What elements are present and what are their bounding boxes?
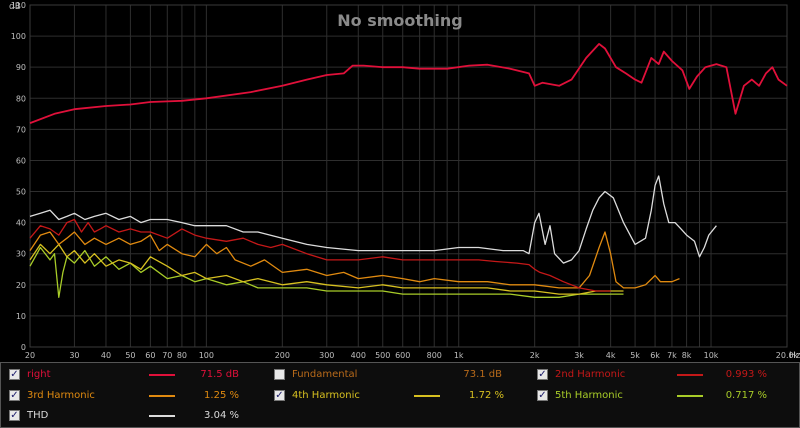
legend-item-3rd-harmonic[interactable]: ✓ 3rd Harmonic 1.25 %	[9, 389, 249, 405]
x-tick-label: 80	[177, 351, 187, 360]
x-tick-label: 3k	[574, 351, 584, 360]
checkbox-right[interactable]: ✓	[9, 369, 20, 380]
legend-item-thd[interactable]: ✓ THD 3.04 %	[9, 409, 249, 425]
series-line-5th-harmonic	[29, 246, 624, 298]
x-tick-label: 400	[351, 351, 366, 360]
legend-item-5th-harmonic[interactable]: ✓ 5th Harmonic 0.717 %	[537, 389, 777, 405]
legend-label-4th-harmonic: 4th Harmonic	[292, 390, 360, 401]
y-tick-label: 0	[21, 343, 26, 352]
x-tick-label: 10k	[704, 351, 719, 360]
legend-item-fundamental[interactable]: Fundamental 73.1 dB	[274, 368, 514, 384]
x-tick-label: 100	[199, 351, 214, 360]
x-tick-label: 20	[25, 351, 35, 360]
legend-label-right: right	[27, 369, 51, 380]
legend-panel: ✓ right 71.5 dB Fundamental 73.1 dB ✓ 2n…	[0, 362, 800, 428]
y-tick-label: 20	[16, 281, 26, 290]
x-tick-label: 7k	[667, 351, 677, 360]
plot-background	[0, 0, 800, 362]
legend-label-fundamental: Fundamental	[292, 369, 358, 380]
x-tick-label: 300	[319, 351, 334, 360]
legend-swatch-2nd-harmonic	[677, 374, 703, 376]
legend-value-4th-harmonic: 1.72 %	[469, 390, 504, 401]
y-tick-label: 80	[16, 94, 26, 103]
legend-value-right: 71.5 dB	[200, 369, 239, 380]
x-tick-label: 4k	[606, 351, 616, 360]
x-tick-label: 40	[101, 351, 111, 360]
y-tick-label: 70	[16, 125, 26, 134]
x-tick-label: 30	[69, 351, 79, 360]
checkbox-2nd-harmonic[interactable]: ✓	[537, 369, 548, 380]
series-line-2nd-harmonic	[29, 218, 611, 292]
legend-swatch-5th-harmonic	[677, 395, 703, 397]
x-tick-label: 800	[427, 351, 442, 360]
y-tick-label: 10	[16, 312, 26, 321]
y-axis-ticks: 0 10 20 30 40 50 60 70 80 90 100 110	[11, 1, 26, 352]
checkbox-5th-harmonic[interactable]: ✓	[537, 390, 548, 401]
y-tick-label: 50	[16, 188, 26, 197]
legend-value-3rd-harmonic: 1.25 %	[204, 390, 239, 401]
x-tick-label: 5k	[630, 351, 640, 360]
legend-item-right[interactable]: ✓ right 71.5 dB	[9, 368, 249, 384]
plot-frame	[29, 4, 788, 348]
x-tick-label: 600	[395, 351, 410, 360]
x-tick-label: 6k	[650, 351, 660, 360]
y-tick-label: 40	[16, 219, 26, 228]
checkbox-4th-harmonic[interactable]: ✓	[274, 390, 285, 401]
x-tick-label: 8k	[682, 351, 692, 360]
y-tick-label: 60	[16, 156, 26, 165]
distortion-chart[interactable]: 0 10 20 30 40 50 60 70 80 90 100 110 20 30 40 50 60 70 80…	[0, 0, 800, 362]
legend-swatch-thd	[149, 415, 175, 417]
series-line-thd	[29, 175, 717, 264]
series-line-right	[29, 43, 788, 124]
y-tick-label: 100	[11, 32, 26, 41]
y-tick-label: 90	[16, 63, 26, 72]
x-tick-label: 60	[145, 351, 155, 360]
chart-title: No smoothing	[337, 11, 463, 30]
y-axis-unit-label: dB	[9, 2, 21, 12]
x-axis-unit-label: Hz	[789, 351, 800, 361]
checkbox-thd[interactable]: ✓	[9, 410, 20, 421]
y-tick-label: 110	[11, 1, 26, 10]
legend-swatch-right	[149, 374, 175, 376]
legend-item-4th-harmonic[interactable]: ✓ 4th Harmonic 1.72 %	[274, 389, 514, 405]
x-tick-label: 20.0k	[776, 351, 799, 360]
legend-label-thd: THD	[27, 410, 49, 421]
legend-label-2nd-harmonic: 2nd Harmonic	[555, 369, 626, 380]
legend-value-2nd-harmonic: 0.993 %	[725, 369, 767, 380]
series-line-4th-harmonic	[29, 243, 624, 295]
x-tick-label: 200	[275, 351, 290, 360]
x-tick-label: 500	[375, 351, 390, 360]
legend-label-3rd-harmonic: 3rd Harmonic	[27, 390, 95, 401]
checkbox-3rd-harmonic[interactable]: ✓	[9, 390, 20, 401]
x-tick-label: 2k	[530, 351, 540, 360]
legend-value-5th-harmonic: 0.717 %	[725, 390, 767, 401]
legend-label-5th-harmonic: 5th Harmonic	[555, 390, 623, 401]
checkbox-fundamental[interactable]	[274, 369, 285, 380]
legend-swatch-4th-harmonic	[414, 395, 440, 397]
legend-swatch-3rd-harmonic	[149, 395, 175, 397]
x-tick-label: 50	[125, 351, 135, 360]
legend-value-thd: 3.04 %	[204, 410, 239, 421]
series-lines	[29, 43, 788, 298]
x-axis-ticks: 20 30 40 50 60 70 80 100 200 300 400 500 600 800 1k 2k 3…	[25, 351, 799, 360]
x-tick-label: 1k	[454, 351, 464, 360]
legend-item-2nd-harmonic[interactable]: ✓ 2nd Harmonic 0.993 %	[537, 368, 777, 384]
y-tick-label: 30	[16, 250, 26, 259]
grid	[29, 4, 788, 348]
series-line-3rd-harmonic	[29, 231, 680, 289]
legend-value-fundamental: 73.1 dB	[463, 369, 502, 380]
x-tick-label: 70	[162, 351, 172, 360]
